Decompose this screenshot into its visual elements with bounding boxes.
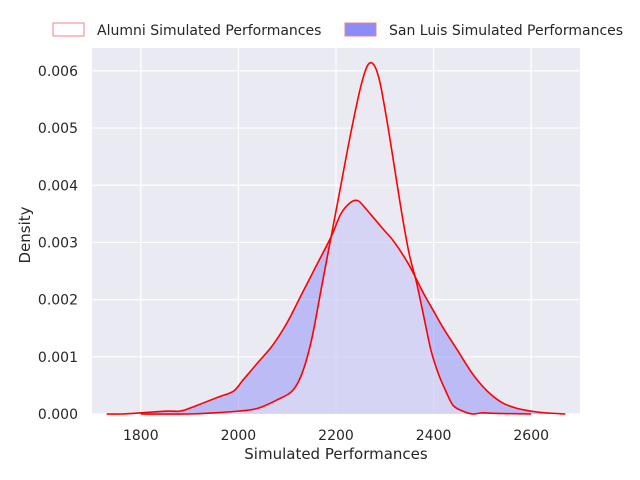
density-line-san-luis	[106, 199, 566, 415]
density-line-alumni	[140, 61, 532, 415]
legend-swatch-alumni	[52, 22, 85, 37]
x-tick-label: 2600	[513, 428, 549, 444]
y-tick-label: 0.000	[38, 407, 78, 423]
legend-label-san-luis: San Luis Simulated Performances	[389, 23, 623, 39]
y-tick-label: 0.003	[38, 235, 78, 251]
x-tick-label: 2000	[221, 428, 257, 444]
x-axis-label: Simulated Performances	[244, 445, 428, 463]
x-tick-label: 2400	[416, 428, 452, 444]
y-tick-label: 0.001	[38, 350, 78, 366]
density-area-alumni	[140, 62, 532, 415]
y-tick-label: 0.005	[38, 121, 78, 137]
y-axis-label: Density	[16, 206, 34, 263]
x-tick-label: 1800	[123, 428, 159, 444]
y-tick-labels: 0.000 0.001 0.002 0.003 0.004 0.005 0.006	[38, 64, 78, 423]
x-tick-labels: 1800 2000 2200 2400 2600	[123, 428, 549, 444]
legend-swatch-san-luis	[344, 22, 377, 37]
y-tick-label: 0.002	[38, 293, 78, 309]
x-tick-label: 2200	[318, 428, 354, 444]
y-tick-label: 0.004	[38, 178, 78, 194]
y-tick-label: 0.006	[38, 64, 78, 80]
density-lines	[106, 61, 566, 415]
density-areas	[106, 62, 566, 415]
legend-label-alumni: Alumni Simulated Performances	[97, 23, 321, 39]
legend: Alumni Simulated Performances San Luis S…	[52, 22, 623, 39]
